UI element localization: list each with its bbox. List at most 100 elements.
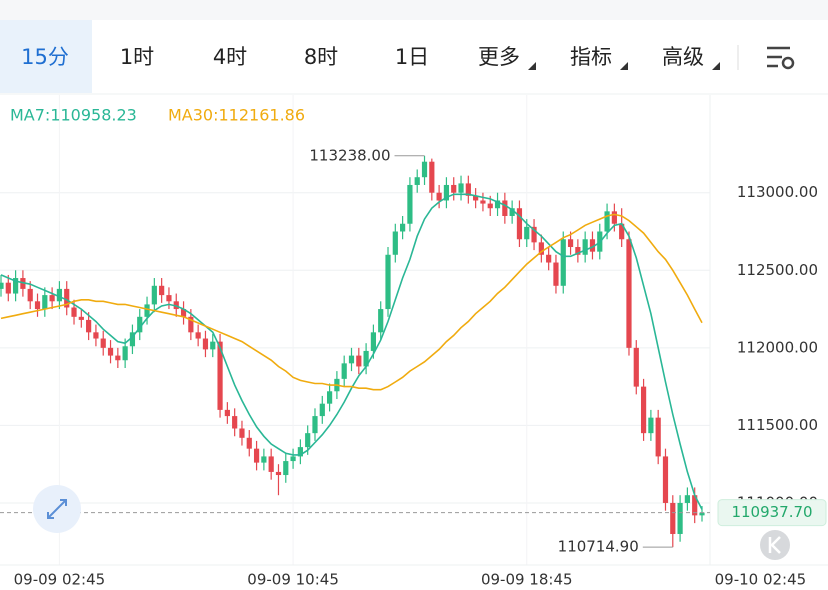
candle-body	[524, 226, 530, 240]
settings-icon[interactable]	[767, 46, 795, 70]
candle-body	[626, 239, 632, 348]
candle-body	[261, 456, 267, 463]
last-price-label: 110937.70	[731, 503, 812, 521]
candle-body	[436, 192, 442, 201]
y-tick-label: 112000.00	[737, 338, 818, 356]
candle-body	[268, 456, 274, 472]
candle-body	[56, 288, 63, 302]
candle-body	[188, 316, 194, 333]
back-icon	[768, 536, 781, 554]
x-tick-label: 09-09 02:45	[14, 571, 106, 589]
tab[interactable]: 1时	[120, 45, 154, 69]
candle-body	[421, 161, 428, 178]
last-price-tag	[717, 499, 827, 527]
candle-body	[589, 239, 596, 252]
legend-entry: MA7:110958.23	[10, 106, 137, 125]
candle-body	[64, 288, 70, 308]
candle-body	[553, 262, 559, 286]
candle-body	[692, 495, 698, 516]
dropdown-caret	[712, 62, 720, 70]
candle-body	[34, 301, 41, 310]
max-label: 113238.00	[309, 146, 390, 164]
candle-body	[275, 471, 282, 476]
candle-body	[640, 386, 647, 434]
candle-body	[662, 456, 669, 503]
candle-body	[283, 461, 289, 476]
tab[interactable]: 1日	[395, 45, 429, 69]
candle-body	[159, 285, 165, 296]
candle-body	[122, 346, 128, 361]
candle-body	[356, 355, 362, 367]
candle-body	[129, 332, 136, 347]
candle-body	[42, 295, 48, 310]
y-tick-label: 111500.00	[737, 416, 818, 434]
candle-body	[180, 309, 187, 317]
tab[interactable]: 4时	[213, 45, 247, 69]
ma-line	[0, 193, 703, 510]
x-tick-label: 09-09 10:45	[247, 571, 339, 589]
back-to-latest[interactable]	[760, 530, 790, 560]
dropdown-caret	[528, 62, 536, 70]
candle-body	[648, 417, 654, 434]
plot: 111000.00111500.00112000.00112500.001130…	[0, 95, 828, 589]
candle-body	[684, 495, 690, 503]
top-strip	[0, 0, 828, 20]
candle-body	[414, 177, 420, 185]
candle-body	[560, 239, 566, 286]
candle-body	[100, 338, 106, 348]
tab-bar: 15分 1时 4时 8时 1日 更多 指标 高级	[21, 45, 704, 69]
candle-body	[86, 319, 92, 333]
candle-body	[239, 428, 245, 438]
candle-body	[326, 391, 333, 404]
candle-body	[494, 200, 501, 209]
candle-body	[13, 278, 19, 294]
candle-body	[319, 403, 325, 417]
candle-body	[509, 208, 515, 216]
candle-body	[5, 282, 11, 294]
candle-body	[144, 304, 150, 317]
candle-body	[107, 347, 114, 356]
candle-body	[253, 448, 260, 463]
candle-body	[619, 223, 625, 240]
candle-body	[458, 183, 464, 193]
candle-body	[502, 200, 508, 216]
candle-body	[699, 512, 705, 516]
candle-body	[378, 309, 384, 333]
candle-body	[232, 416, 238, 429]
candle-body	[115, 355, 121, 361]
tab[interactable]: 8时	[304, 45, 338, 69]
y-tick-label: 113000.00	[737, 183, 818, 201]
y-tick-label: 112500.00	[737, 261, 818, 279]
candle-body	[166, 295, 172, 302]
candle-body	[312, 416, 318, 434]
candle-body	[297, 447, 303, 457]
candle-body	[407, 184, 413, 224]
candle-body	[210, 341, 216, 350]
candle-body	[202, 338, 209, 350]
tab[interactable]: 高级	[662, 45, 704, 69]
candle-body	[400, 223, 406, 232]
tab[interactable]: 15分	[21, 45, 69, 69]
candle-body	[341, 363, 347, 379]
candle-body	[546, 254, 552, 263]
min-label: 110714.90	[558, 538, 639, 556]
candle-body	[195, 332, 201, 339]
ma-line	[0, 213, 703, 391]
candle-body	[78, 316, 84, 320]
tab[interactable]: 更多	[478, 45, 520, 69]
expand-icon	[47, 499, 67, 519]
candle-body	[487, 203, 493, 209]
candle-body	[137, 316, 143, 333]
candle-body	[670, 502, 676, 534]
candle-body	[633, 347, 639, 387]
dropdown-caret	[620, 62, 628, 70]
candle-body	[480, 200, 486, 204]
candle-body	[151, 285, 157, 305]
candle-body	[655, 417, 661, 457]
x-tick-label: 09-09 18:45	[481, 571, 573, 589]
candle-body	[348, 355, 355, 364]
candle-body	[49, 295, 55, 302]
tab[interactable]: 指标	[570, 45, 612, 69]
